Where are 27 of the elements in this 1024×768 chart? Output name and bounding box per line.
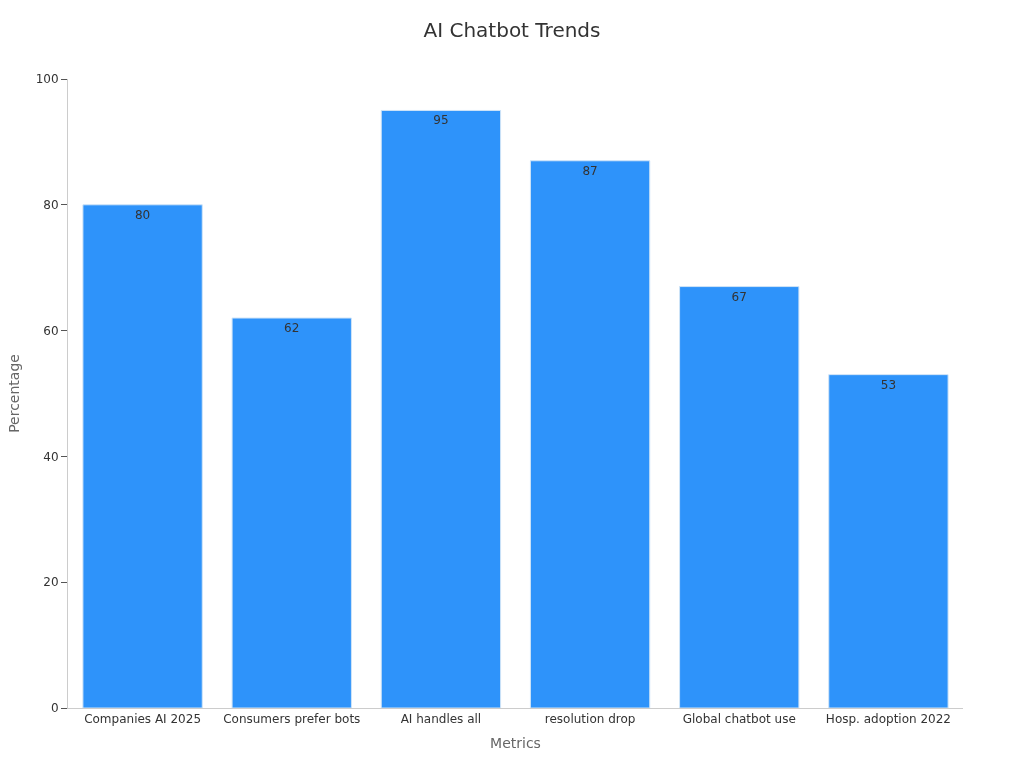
bar (231, 317, 352, 708)
bar (380, 109, 502, 708)
y-axis-title: Percentage (6, 354, 23, 433)
data-label: 95 (433, 113, 449, 128)
x-tick-label: AI handles all (400, 712, 482, 727)
bar (679, 286, 800, 708)
x-axis-title: Metrics (490, 734, 541, 751)
y-tick-label: 0 (50, 701, 59, 716)
y-tick-label: 80 (43, 198, 59, 212)
bar (82, 204, 203, 708)
chart-title: AI Chatbot Trends (423, 18, 601, 43)
y-tick-label: 60 (43, 323, 59, 338)
x-tick-label: Consumers prefer bots (223, 712, 361, 727)
data-label: 62 (284, 321, 300, 336)
y-tick-label: 40 (43, 449, 59, 464)
data-label: 87 (582, 163, 598, 178)
y-tick-label: 20 (43, 575, 59, 590)
data-label: 67 (731, 289, 747, 304)
y-tick-label: 100 (35, 72, 59, 87)
x-tick-label: Hosp. adoption 2022 (825, 712, 951, 727)
data-label: 80 (134, 207, 151, 222)
x-tick-label: resolution drop (544, 712, 636, 727)
data-label: 53 (880, 377, 897, 392)
bar (828, 374, 949, 708)
x-tick-label: Global chatbot use (682, 712, 796, 727)
x-tick-label: Companies AI 2025 (84, 712, 202, 727)
bar (529, 160, 651, 708)
